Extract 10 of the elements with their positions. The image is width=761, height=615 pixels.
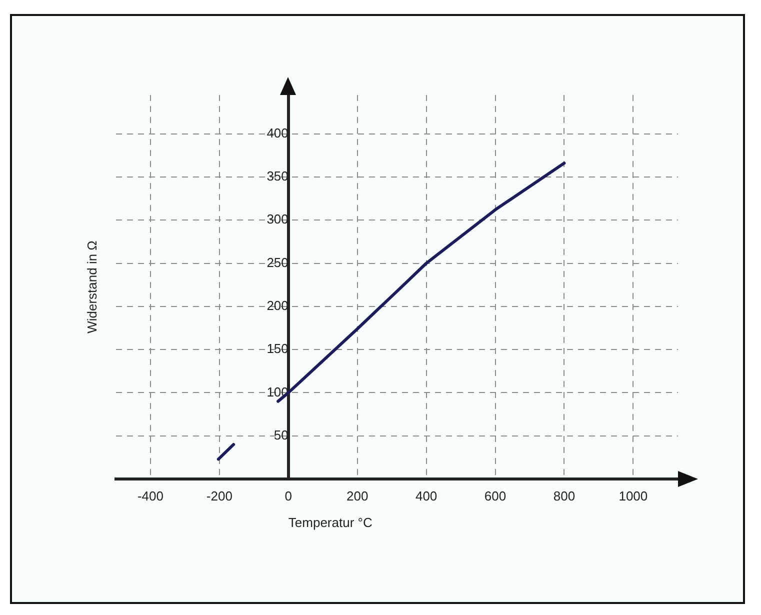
x-tick-label: -400 [137, 488, 164, 504]
x-tick-label: 800 [553, 488, 576, 504]
x-tick-label: -200 [206, 488, 232, 504]
x-axis-title: Temperatur °C [288, 515, 372, 530]
x-tick-label: 600 [484, 488, 506, 504]
x-tick-label: 200 [346, 488, 368, 504]
x-tick-label: 0 [284, 488, 292, 504]
y-axis-title: Widerstand in Ω [84, 240, 100, 334]
x-tick-label: 400 [415, 488, 438, 504]
x-tick-label: 1000 [618, 488, 648, 504]
